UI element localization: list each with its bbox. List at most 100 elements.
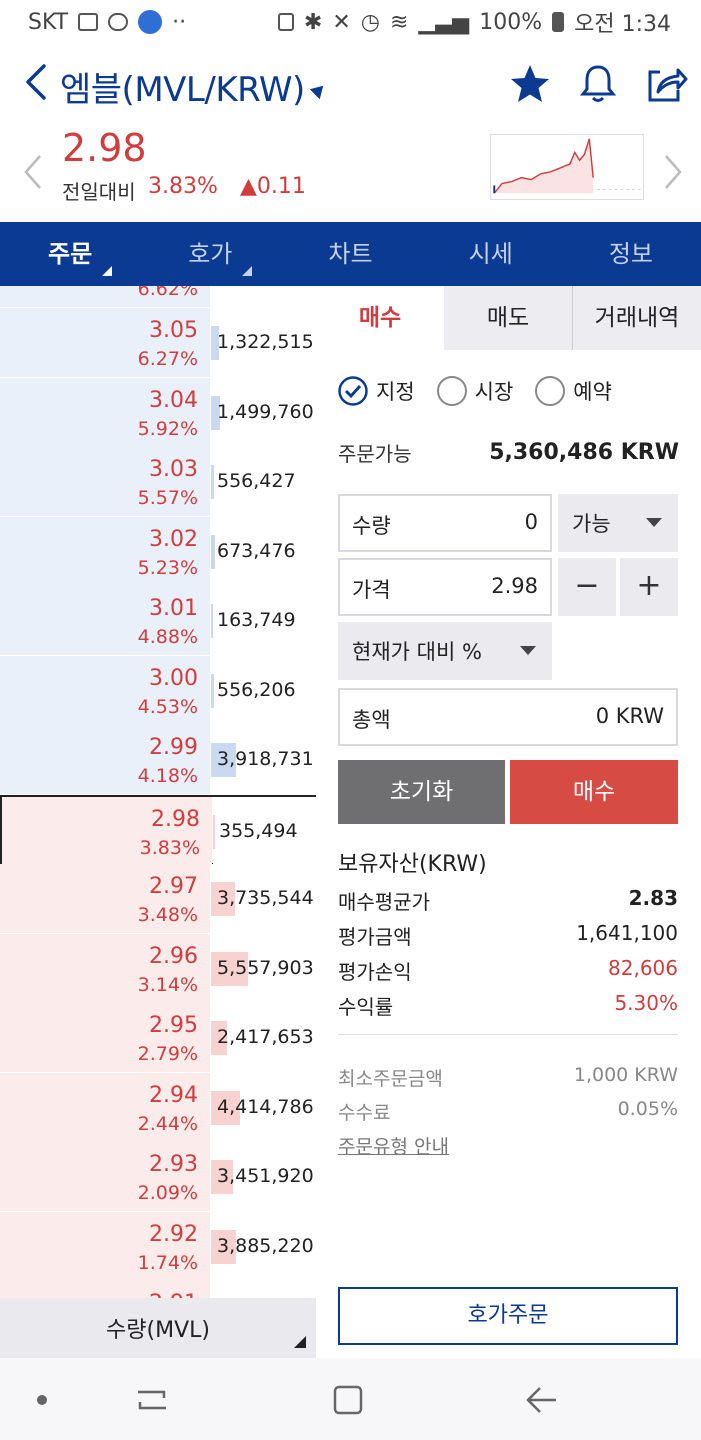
volume-bar [211, 604, 213, 638]
bluetooth-icon: ✱ [303, 9, 323, 35]
corner-caret-icon [294, 1336, 306, 1348]
row-percent: 2.44% [137, 1113, 198, 1135]
tab-sell[interactable]: 매도 [444, 286, 572, 350]
alarm-icon: ◷ [360, 9, 380, 35]
volume-bar [211, 465, 214, 499]
price-input[interactable]: 가격 2.98 [338, 558, 552, 616]
tab-order[interactable]: 주문 [0, 222, 140, 286]
tab-chart[interactable]: 차트 [328, 240, 373, 268]
order-panel: 매수 매도 거래내역 지정 시장 예약 주문가능 5,360,486 KRW 수… [316, 286, 701, 1358]
system-back-icon[interactable] [520, 1378, 564, 1422]
app-header: 엠블(MVL/KRW) [0, 44, 701, 124]
favorite-star-icon[interactable] [508, 62, 552, 106]
price-cell: 3.03 5.57% [0, 447, 210, 516]
radio-market[interactable]: 시장 [436, 376, 513, 406]
holding-value: 5.30% [614, 991, 678, 1015]
holding-row: 수익률 5.30% [338, 991, 678, 1021]
share-icon[interactable] [644, 62, 688, 106]
bell-icon[interactable] [576, 62, 620, 106]
row-quantity: 3,735,544 [217, 887, 314, 909]
holding-label: 수익률 [338, 995, 394, 1019]
change-amount: ▲0.11 [240, 174, 306, 199]
row-quantity: 4,414,786 [217, 1096, 314, 1118]
price-cell: 3.00 4.53% [0, 656, 210, 725]
row-quantity: 355,494 [219, 820, 298, 842]
order-book-row[interactable]: 2.93 2.09% 3,451,920 [0, 1142, 316, 1212]
prev-market-icon[interactable] [20, 152, 44, 192]
order-book-row[interactable]: 3.04 5.92% 1,499,760 [0, 378, 316, 448]
order-book-row[interactable]: 2.99 4.18% 3,918,731 [0, 725, 316, 795]
tab-history[interactable]: 거래내역 [572, 286, 701, 350]
recent-apps-icon[interactable] [130, 1378, 174, 1422]
back-arrow-icon[interactable] [18, 62, 58, 102]
order-book-row[interactable]: 2.97 3.48% 3,735,544 [0, 864, 316, 934]
price-cell: 3.05 6.27% [0, 308, 210, 377]
row-price: 3.02 [149, 527, 198, 552]
order-book-partial-row: 6.62% [0, 286, 316, 308]
order-kind-radios: 지정 시장 예약 [338, 376, 612, 406]
order-book-row[interactable]: 3.03 5.57% 556,427 [0, 447, 316, 517]
market-title[interactable]: 엠블(MVL/KRW) [60, 70, 305, 110]
tab-trades[interactable]: 시세 [468, 240, 513, 268]
quantity-cell: 1,322,515 [211, 308, 316, 377]
order-book-row[interactable]: 3.01 4.88% 163,749 [0, 586, 316, 656]
radio-reserve[interactable]: 예약 [535, 376, 612, 406]
row-price: 2.95 [149, 1013, 198, 1038]
order-book-row[interactable]: 2.95 2.79% 2,417,653 [0, 1003, 316, 1073]
row-price: 2.97 [149, 874, 198, 899]
order-book-row[interactable]: 3.05 6.27% 1,322,515 [0, 308, 316, 378]
reset-button[interactable]: 초기화 [338, 760, 505, 824]
order-book-row[interactable]: 3.02 5.23% 673,476 [0, 517, 316, 587]
orderbook-order-button[interactable]: 호가주문 [338, 1287, 678, 1345]
order-book-row[interactable]: 2.94 2.44% 4,414,786 [0, 1073, 316, 1143]
volume-bar [211, 1021, 227, 1055]
price-cell: 2.95 2.79% [0, 1003, 210, 1072]
row-percent: 4.18% [137, 765, 198, 787]
radio-limit[interactable]: 지정 [338, 376, 415, 406]
total-value: 0 KRW [595, 704, 664, 728]
quantity-ratio-dropdown[interactable]: 가능 [558, 494, 678, 552]
tab-buy[interactable]: 매수 [316, 286, 444, 350]
total-input[interactable]: 총액 0 KRW [338, 688, 678, 746]
price-decrease-button[interactable]: − [558, 558, 616, 616]
row-quantity: 3,451,920 [217, 1165, 314, 1187]
order-book[interactable]: 6.62% 3.05 6.27% 1,322,515 3.04 5.92% 1,499,7… [0, 286, 316, 1358]
holding-value: 2.83 [628, 886, 678, 910]
order-book-row[interactable]: 3.00 4.53% 556,206 [0, 656, 316, 726]
price-cell: 2.98 3.83% [2, 797, 212, 866]
volume-bar [211, 396, 220, 430]
order-book-row-current[interactable]: 2.98 3.83% 355,494 [0, 795, 316, 866]
next-market-icon[interactable] [662, 152, 686, 192]
checked-circle-icon [338, 376, 368, 406]
tab-info[interactable]: 정보 [608, 240, 653, 268]
main-tabs: 주문 호가 차트 시세 정보 [0, 222, 701, 286]
home-icon[interactable] [326, 1378, 370, 1422]
image-icon [78, 13, 99, 31]
radio-circle-icon [436, 376, 467, 406]
mini-chart[interactable] [490, 134, 644, 200]
price-cell: 2.99 4.18% [0, 725, 210, 794]
chevron-down-icon [646, 518, 662, 527]
order-book-row[interactable]: 2.96 3.14% 5,557,903 [0, 934, 316, 1004]
row-percent: 3.48% [137, 904, 198, 926]
tab-orderbook[interactable]: 호가 [140, 222, 280, 286]
battery-level: 100% [479, 9, 543, 35]
market-select-caret-icon[interactable] [309, 80, 329, 100]
quantity-input[interactable]: 수량 0 [338, 494, 552, 552]
buy-button[interactable]: 매수 [510, 760, 678, 824]
divider [338, 1034, 678, 1035]
row-quantity: 1,322,515 [217, 331, 314, 353]
quantity-cell: 3,885,220 [211, 1212, 316, 1281]
nav-dot-icon[interactable] [20, 1378, 64, 1422]
radio-limit-label: 지정 [376, 380, 415, 404]
quantity-unit-selector[interactable]: 수량(MVL) [0, 1298, 316, 1358]
price-increase-button[interactable]: + [620, 558, 678, 616]
percent-of-price-dropdown[interactable]: 현재가 대비 % [338, 622, 552, 680]
row-quantity: 5,557,903 [217, 957, 314, 979]
row-price: 2.99 [149, 735, 198, 760]
status-bar: SKT ·· ✱ ✕ ◷ ≋ ▁▃▅ 100% 오전 1:34 [0, 0, 701, 44]
order-book-row[interactable]: 2.92 1.74% 3,885,220 [0, 1212, 316, 1282]
clock: 오전 1:34 [574, 12, 671, 37]
order-type-guide-link[interactable]: 주문유형 안내 [338, 1136, 449, 1158]
holding-row: 평가금액 1,641,100 [338, 921, 678, 951]
